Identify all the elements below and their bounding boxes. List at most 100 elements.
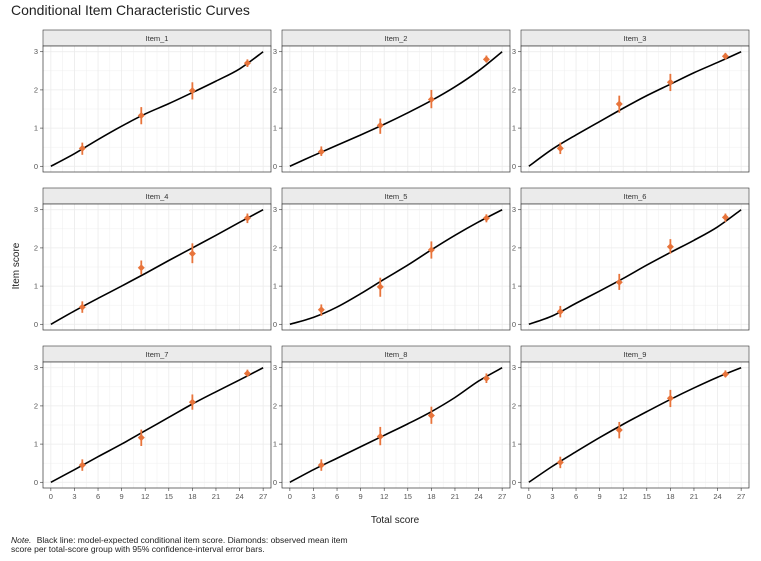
observed-point (78, 461, 86, 469)
y-tick-label: 3 (273, 363, 277, 372)
y-tick-label: 2 (273, 85, 277, 94)
expected-curve-item-5 (289, 209, 503, 326)
panel-border-item-5 (281, 203, 511, 331)
panel-item-4: Item_4 0 1 2 3 (34, 187, 272, 331)
x-tick-label: 21 (690, 492, 698, 501)
panel-border-item-4 (42, 203, 272, 331)
y-tick-label: 2 (512, 243, 516, 252)
expected-curve-item-7 (50, 367, 264, 483)
panel-border-item-9 (520, 361, 750, 489)
y-tick-label: 2 (512, 401, 516, 410)
observed-point (721, 370, 729, 378)
y-tick-label: 2 (34, 243, 38, 252)
grid-item-9 (521, 362, 749, 488)
observed-point (482, 214, 490, 222)
y-tick-label: 3 (273, 205, 277, 214)
x-tick-label: 12 (619, 492, 627, 501)
y-tick-label: 3 (512, 47, 516, 56)
observed-point (615, 278, 623, 286)
x-axis-title: Total score (371, 515, 420, 526)
grid-item-7 (43, 362, 271, 488)
y-tick-label: 3 (34, 47, 38, 56)
observed-point (721, 52, 729, 60)
y-tick-label: 1 (34, 124, 38, 133)
expected-curve-item-9 (528, 366, 742, 483)
x-tick-label: 0 (527, 492, 531, 501)
x-tick-label: 18 (427, 492, 435, 501)
strip-label-item-5: Item_5 (385, 192, 408, 201)
y-tick-label: 1 (512, 440, 516, 449)
observed-point (615, 100, 623, 108)
observed-point (721, 213, 729, 221)
grid-item-5 (282, 204, 510, 330)
x-tick-label: 6 (96, 492, 100, 501)
observed-point (188, 250, 196, 258)
y-tick-label: 0 (512, 320, 516, 329)
observed-point (317, 148, 325, 156)
expected-curve-item-6 (528, 209, 742, 326)
strip-label-item-4: Item_4 (146, 192, 169, 201)
grid-item-6 (521, 204, 749, 330)
y-tick-label: 2 (34, 85, 38, 94)
x-tick-label: 18 (188, 492, 196, 501)
y-tick-label: 2 (34, 401, 38, 410)
observed-point (482, 55, 490, 63)
observed-point (427, 95, 435, 103)
y-tick-label: 3 (34, 205, 38, 214)
y-tick-label: 1 (273, 440, 277, 449)
observed-point (376, 121, 384, 129)
chart-title: Conditional Item Characteristic Curves (11, 2, 250, 18)
observed-point (317, 461, 325, 469)
note-label: Note. (11, 535, 31, 545)
panel-border-item-1 (42, 45, 272, 173)
strip-label-item-7: Item_7 (146, 350, 169, 359)
panel-border-item-3 (520, 45, 750, 173)
observed-point (137, 111, 145, 119)
strip-label-item-8: Item_8 (385, 350, 408, 359)
x-tick-label: 24 (235, 492, 243, 501)
x-tick-label: 6 (574, 492, 578, 501)
y-tick-label: 1 (34, 440, 38, 449)
y-tick-label: 2 (273, 401, 277, 410)
x-tick-label: 9 (598, 492, 602, 501)
y-tick-label: 0 (273, 320, 277, 329)
grid-item-1 (43, 46, 271, 172)
x-tick-label: 12 (141, 492, 149, 501)
x-tick-label: 12 (380, 492, 388, 501)
y-tick-label: 0 (273, 478, 277, 487)
x-tick-label: 21 (212, 492, 220, 501)
x-tick-label: 18 (666, 492, 674, 501)
observed-point (243, 59, 251, 67)
panel-border-item-6 (520, 203, 750, 331)
x-tick-label: 9 (359, 492, 363, 501)
x-tick-label: 15 (165, 492, 173, 501)
panel-item-1: Item_1 0 1 2 3 (34, 29, 272, 173)
x-tick-label: 15 (404, 492, 412, 501)
panel-item-2: Item_2 0 1 2 3 (273, 29, 511, 173)
strip-label-item-2: Item_2 (385, 34, 408, 43)
observed-point (666, 243, 674, 251)
observed-point (243, 369, 251, 377)
y-tick-label: 3 (273, 47, 277, 56)
observed-point (78, 144, 86, 152)
y-tick-label: 1 (273, 282, 277, 291)
observed-point (188, 398, 196, 406)
x-tick-label: 27 (498, 492, 506, 501)
x-tick-label: 24 (713, 492, 721, 501)
strip-label-item-9: Item_9 (624, 350, 647, 359)
observed-point (137, 264, 145, 272)
observed-point (427, 246, 435, 254)
panel-item-6: Item_6 0 1 2 3 (512, 187, 750, 331)
observed-point (482, 374, 490, 382)
strip-label-item-1: Item_1 (146, 34, 169, 43)
grid-item-8 (282, 362, 510, 488)
x-tick-label: 9 (120, 492, 124, 501)
expected-curve-item-4 (50, 209, 264, 325)
y-tick-label: 3 (512, 205, 516, 214)
observed-point (615, 426, 623, 434)
panel-item-3: Item_3 0 1 2 3 (512, 29, 750, 173)
y-tick-label: 0 (512, 162, 516, 171)
